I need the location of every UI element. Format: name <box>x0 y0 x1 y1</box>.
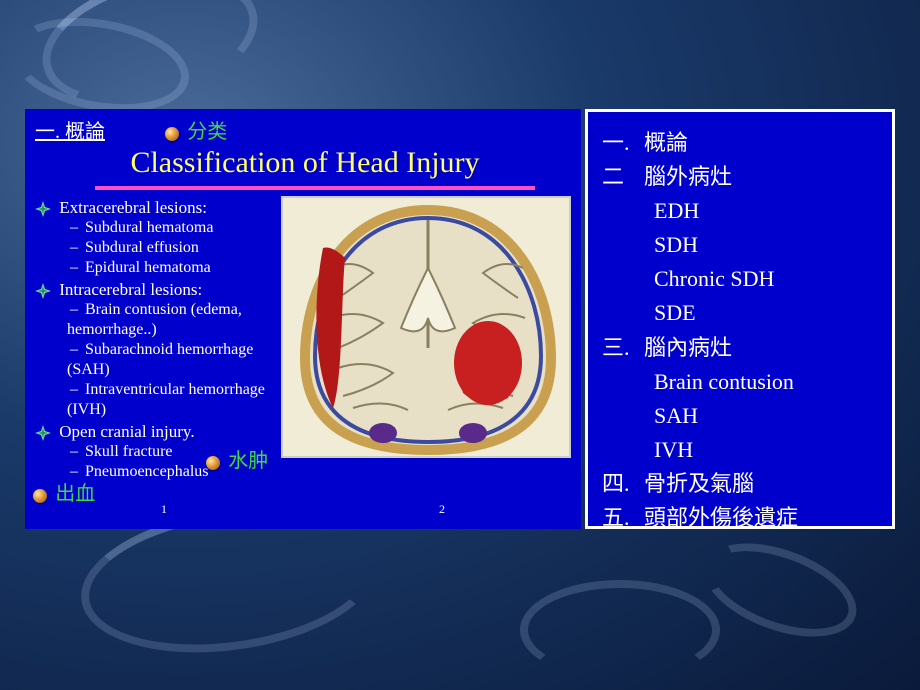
list-item: – Subdural hematoma <box>67 218 270 238</box>
annotation-shuizhong: 水肿 <box>206 444 268 473</box>
list-item-text: Skull fracture <box>85 443 173 460</box>
outline-item: 四.骨折及氣腦 <box>602 467 886 501</box>
section-open-cranial: Open cranial injury. <box>35 422 270 442</box>
bullet-icon <box>206 456 220 470</box>
outline-subitem: Brain contusion <box>602 365 886 399</box>
content-row: Extracerebral lesions: – Subdural hemato… <box>35 196 575 482</box>
title-underline <box>95 186 535 190</box>
list-item-text: Intraventricular hemorrhage (IVH) <box>67 381 265 418</box>
outline-item: 二腦外病灶 <box>602 160 886 194</box>
outline-text: SAH <box>654 403 698 428</box>
outline-number: 四. <box>602 467 644 501</box>
section-heading-text: Extracerebral lesions: <box>59 198 207 217</box>
brain-coronal-diagram <box>281 196 571 458</box>
annotation-shuizhong-text: 水肿 <box>228 450 268 472</box>
section-extracerebral: Extracerebral lesions: <box>35 198 270 218</box>
page-number-row: 1 2 <box>25 502 581 517</box>
outline-text: Brain contusion <box>654 369 794 394</box>
outline-text: IVH <box>654 437 693 462</box>
list-item: – Subdural effusion <box>67 238 270 258</box>
star-icon <box>35 201 51 217</box>
star-icon <box>35 425 51 441</box>
outline-item: 一.概論 <box>602 126 886 160</box>
outline-text: EDH <box>654 198 699 223</box>
outline-text: SDE <box>654 300 696 325</box>
left-slide-panel: 一. 概論 分类 Classification of Head Injury E… <box>25 109 581 529</box>
outline-text: 概論 <box>644 130 688 155</box>
slide-title: Classification of Head Injury <box>35 146 575 180</box>
outline-text: Chronic SDH <box>654 266 774 291</box>
outline-subitem: IVH <box>602 433 886 467</box>
outline-number: 二 <box>602 160 644 194</box>
outline-item: 五.頭部外傷後遺症 <box>602 501 886 535</box>
outline-text: 腦內病灶 <box>644 335 732 360</box>
outline-text: 骨折及氣腦 <box>644 471 754 496</box>
list-item-text: Subarachnoid hemorrhage (SAH) <box>67 341 253 378</box>
list-item-text: Brain contusion (edema, hemorrhage..) <box>67 301 242 338</box>
outline-subitem: EDH <box>602 194 886 228</box>
bullet-icon <box>33 489 47 503</box>
outline-subitem: SAH <box>602 399 886 433</box>
outline-number: 五. <box>602 501 644 535</box>
outline-text: SDH <box>654 232 698 257</box>
list-item-text: Epidural hematoma <box>85 259 211 276</box>
page-number: 2 <box>439 502 445 517</box>
page-number: 1 <box>161 502 167 517</box>
outline-subitem: SDE <box>602 296 886 330</box>
list-item-text: Subdural hematoma <box>85 219 213 236</box>
outline-item: 三.腦內病灶 <box>602 331 886 365</box>
list-item-text: Pneumoencephalus <box>85 463 209 480</box>
outline-number: 一. <box>602 126 644 160</box>
outline-subitem: SDH <box>602 228 886 262</box>
left-header-row: 一. 概論 分类 <box>35 115 575 144</box>
decorative-swirl <box>520 580 720 680</box>
annotation-fenlei-text: 分类 <box>187 121 227 143</box>
section-number-heading: 一. 概論 <box>35 115 105 144</box>
slide-content: 一. 概論 分类 Classification of Head Injury E… <box>25 109 895 529</box>
list-item: – Subarachnoid hemorrhage (SAH) <box>67 340 270 380</box>
classification-list: Extracerebral lesions: – Subdural hemato… <box>35 196 270 482</box>
section-intracerebral: Intracerebral lesions: <box>35 280 270 300</box>
list-item: – Intraventricular hemorrhage (IVH) <box>67 380 270 420</box>
section-heading-text: Open cranial injury. <box>59 422 194 441</box>
outline-number: 三. <box>602 331 644 365</box>
bullet-icon <box>165 127 179 141</box>
outline-subitem: Chronic SDH <box>602 262 886 296</box>
outline-text: 頭部外傷後遺症 <box>644 505 798 530</box>
right-outline-panel: 一.概論二腦外病灶EDHSDHChronic SDHSDE三.腦內病灶Brain… <box>585 109 895 529</box>
outline-text: 腦外病灶 <box>644 164 732 189</box>
list-item: – Epidural hematoma <box>67 258 270 278</box>
section-heading-text: Intracerebral lesions: <box>59 280 202 299</box>
list-item-text: Subdural effusion <box>85 239 199 256</box>
brain-illustration-column <box>276 196 575 482</box>
list-item: – Brain contusion (edema, hemorrhage..) <box>67 300 270 340</box>
annotation-fenlei: 分类 <box>165 115 227 144</box>
star-icon <box>35 283 51 299</box>
